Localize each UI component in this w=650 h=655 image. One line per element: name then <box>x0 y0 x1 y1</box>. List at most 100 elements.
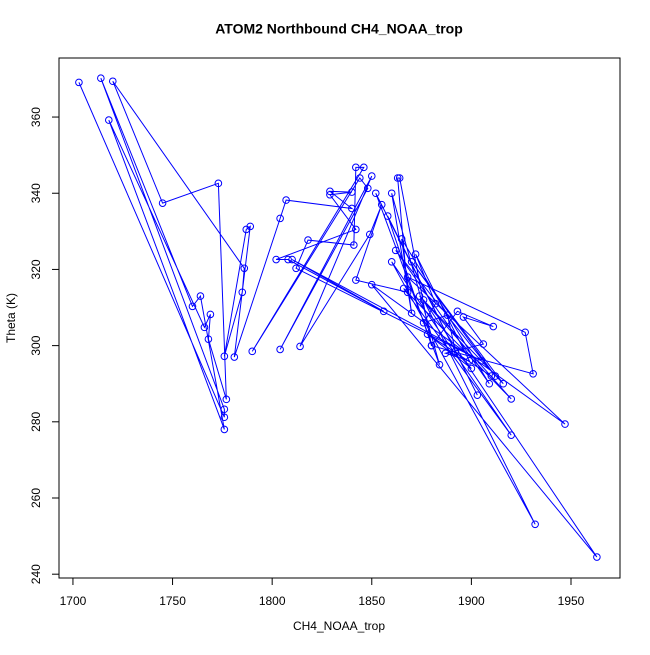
data-point <box>435 360 444 369</box>
data-point <box>419 318 428 327</box>
data-point <box>220 425 229 434</box>
data-point <box>393 174 402 182</box>
data-point <box>371 189 380 198</box>
x-tick-label: 1800 <box>259 594 286 608</box>
data-point <box>75 78 83 87</box>
data-point <box>399 284 408 293</box>
data-point <box>443 311 452 319</box>
data-point <box>459 313 468 321</box>
data-point <box>348 188 356 196</box>
data-point <box>248 347 257 356</box>
data-point <box>507 395 516 403</box>
x-axis-title: CH4_NOAA_trop <box>293 619 385 633</box>
data-point <box>288 255 296 264</box>
y-tick-label: 340 <box>29 183 43 203</box>
chart-title: ATOM2 Northbound CH4_NOAA_trop <box>215 21 463 37</box>
data-point <box>304 236 312 244</box>
data-point <box>326 187 334 196</box>
data-point <box>356 174 364 182</box>
data-point <box>411 250 420 258</box>
data-point <box>403 273 412 281</box>
data-point <box>350 241 358 249</box>
data-point <box>220 405 229 414</box>
data-point <box>97 74 105 82</box>
data-point <box>276 214 284 223</box>
data-point <box>222 395 231 404</box>
data-point <box>419 296 428 304</box>
y-tick-label: 280 <box>29 411 43 431</box>
data-point <box>348 204 356 213</box>
data-line <box>78 78 598 558</box>
data-point <box>282 196 290 204</box>
data-point <box>220 413 229 422</box>
data-point <box>238 288 247 297</box>
x-tick-label: 1750 <box>159 594 186 608</box>
data-point <box>246 222 255 231</box>
data-point <box>521 328 529 337</box>
data-point <box>529 370 537 378</box>
y-axis-title: Theta (K) <box>4 293 18 343</box>
y-tick-label: 320 <box>29 259 43 279</box>
data-point <box>467 364 476 373</box>
data-point <box>200 323 209 332</box>
data-point <box>395 174 404 182</box>
data-point <box>387 258 396 266</box>
data-point <box>397 235 406 243</box>
data-point <box>188 302 197 311</box>
data-point <box>326 190 334 199</box>
data-point <box>360 163 368 172</box>
data-point <box>407 258 416 266</box>
data-point <box>561 420 569 428</box>
data-point <box>431 299 440 308</box>
data-point <box>387 189 396 198</box>
data-point <box>473 391 482 399</box>
x-tick-label: 1900 <box>458 594 485 608</box>
data-point <box>499 379 508 388</box>
data-point <box>352 163 360 172</box>
data-point <box>296 342 304 351</box>
data-point <box>487 372 496 380</box>
data-point <box>531 520 539 529</box>
data-point <box>415 292 424 300</box>
data-point <box>365 230 374 239</box>
data-point <box>105 116 113 124</box>
data-point <box>593 553 601 561</box>
data-point <box>204 335 213 343</box>
data-point <box>451 347 460 356</box>
data-point <box>363 184 372 193</box>
y-tick-label: 300 <box>29 335 43 355</box>
data-point <box>276 345 284 354</box>
x-tick-label: 1850 <box>358 594 385 608</box>
data-point <box>158 199 167 207</box>
data-point <box>441 349 450 358</box>
data-point <box>383 212 392 220</box>
data-point <box>206 310 215 319</box>
data-point <box>377 200 386 209</box>
data-point <box>214 179 223 188</box>
data-point <box>379 307 388 316</box>
data-point <box>507 431 516 439</box>
data-point <box>407 309 416 318</box>
data-point <box>479 340 488 348</box>
data-point <box>352 276 360 284</box>
data-point <box>284 255 292 264</box>
data-point <box>403 288 412 297</box>
plot-frame <box>58 57 621 579</box>
data-point <box>427 341 436 350</box>
data-point <box>108 77 117 86</box>
data-point <box>220 352 229 361</box>
data-point <box>272 255 280 264</box>
data-point <box>489 322 498 331</box>
y-tick-label: 360 <box>29 107 43 127</box>
data-point <box>367 172 376 180</box>
x-tick-label: 1950 <box>558 594 585 608</box>
data-point <box>196 292 205 300</box>
data-point <box>465 357 474 365</box>
data-point <box>491 372 500 380</box>
data-point <box>352 225 360 234</box>
y-tick-label: 240 <box>29 564 43 584</box>
data-point <box>485 379 494 388</box>
data-point <box>453 307 462 316</box>
